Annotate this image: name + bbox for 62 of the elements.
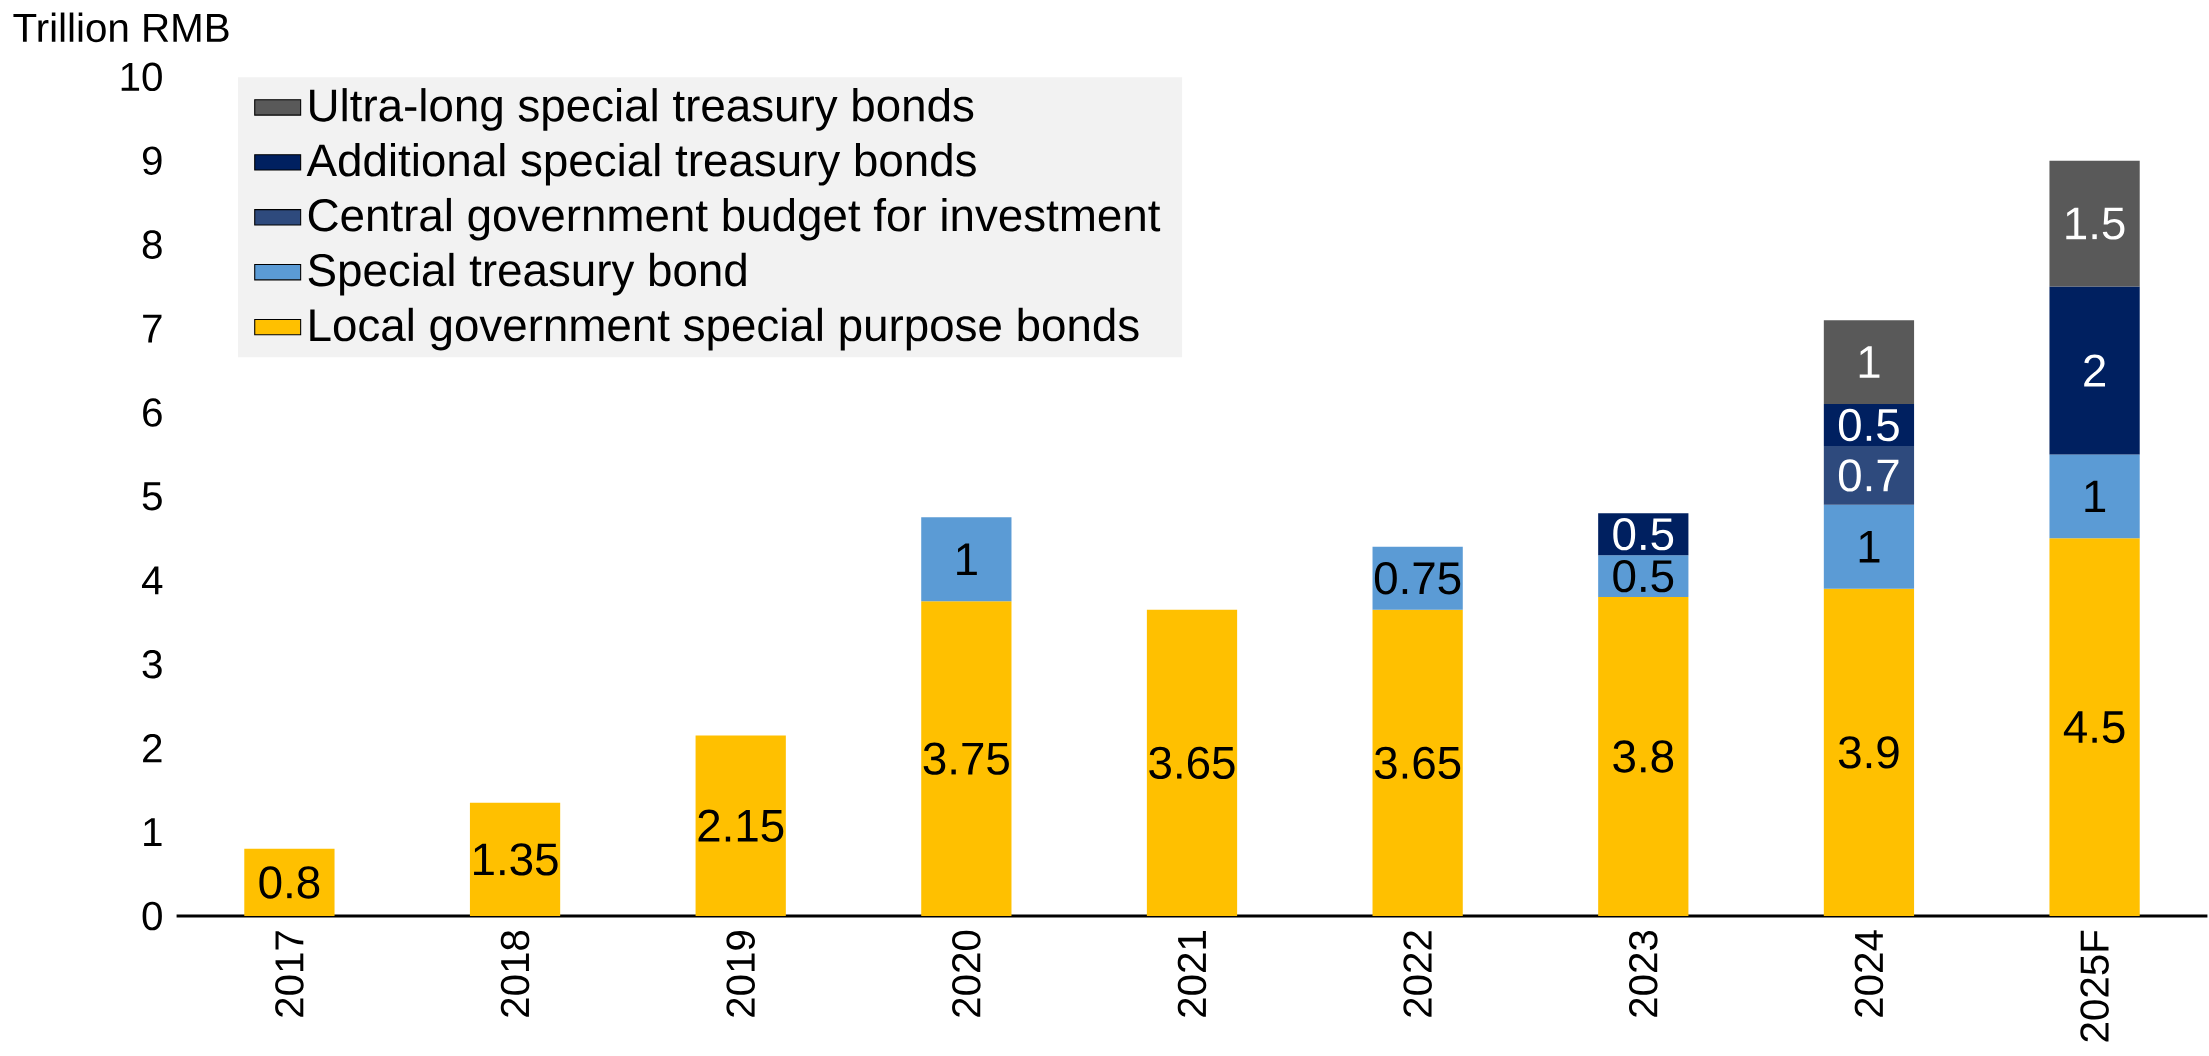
bar [921,601,1012,916]
x-tick-label: 2023 [1629,930,1658,1017]
legend-label: Special treasury bond [308,252,746,296]
bar [1823,588,1915,916]
data-label: 0.7 [1838,459,1899,492]
data-label: 3.8 [1613,740,1674,773]
y-tick-label: 5 [142,482,162,511]
x-tick-label: 2019 [726,931,755,1017]
y-tick-label: 7 [143,314,162,343]
data-label: 3.9 [1838,736,1899,769]
legend-label: Additional special treasury bonds [306,142,976,186]
data-label: 3.75 [923,742,1009,775]
y-tick-label: 9 [142,146,162,175]
y-tick-label: 4 [141,566,163,595]
bar [2049,286,2140,455]
y-tick-label: 3 [142,649,162,679]
y-tick-label: 10 [121,62,162,92]
bar [1598,597,1689,916]
data-label: 2 [2084,354,2105,387]
legend-label: Central government budget for investment [308,197,1161,241]
bar [2049,538,2140,916]
data-label: 0.75 [1374,562,1461,595]
bar [469,802,561,916]
y-tick-label: 1 [144,818,162,846]
bar [1146,609,1238,916]
data-label: 0.5 [1613,517,1674,551]
bar [1823,446,1915,505]
data-label: 1.5 [2066,207,2125,240]
bar [1823,320,1915,405]
bar [695,735,786,916]
x-tick-label: 2017 [275,931,304,1017]
x-tick-label: 2021 [1177,931,1207,1017]
x-tick-label: 2024 [1854,930,1884,1017]
y-tick-label: 2 [143,734,162,763]
data-label: 0.5 [1613,559,1674,593]
bar [244,848,335,916]
bar [2049,454,2140,539]
data-label: 0.8 [259,866,320,899]
legend-label: Ultra-long special treasury bonds [310,88,974,131]
data-label: 0.5 [1838,408,1899,442]
y-axis-title: Trillion RMB [13,12,229,43]
data-label: 3.65 [1149,746,1235,780]
data-label: 3.65 [1374,746,1461,780]
bar [1823,504,1915,589]
bar [2049,160,2140,287]
data-label: 4.5 [2063,711,2125,744]
data-label: 1.35 [474,843,558,876]
data-label: 1 [2085,480,2106,513]
x-tick-label: 2020 [952,930,981,1017]
y-tick-label: 8 [142,230,162,259]
legend-label: Local government special purpose bonds [310,307,1139,351]
y-tick-label: 6 [143,398,162,427]
bar [1372,609,1463,916]
data-label: 1 [1859,346,1880,378]
x-tick-label: 2018 [500,930,530,1017]
data-label: 1 [957,543,977,576]
x-tick-label: 2025F [2080,930,2109,1042]
x-tick-label: 2022 [1403,931,1432,1017]
bar [921,517,1012,602]
y-tick-label: 0 [142,901,162,931]
data-label: 1 [1859,530,1880,563]
data-label: 2.15 [698,809,784,842]
